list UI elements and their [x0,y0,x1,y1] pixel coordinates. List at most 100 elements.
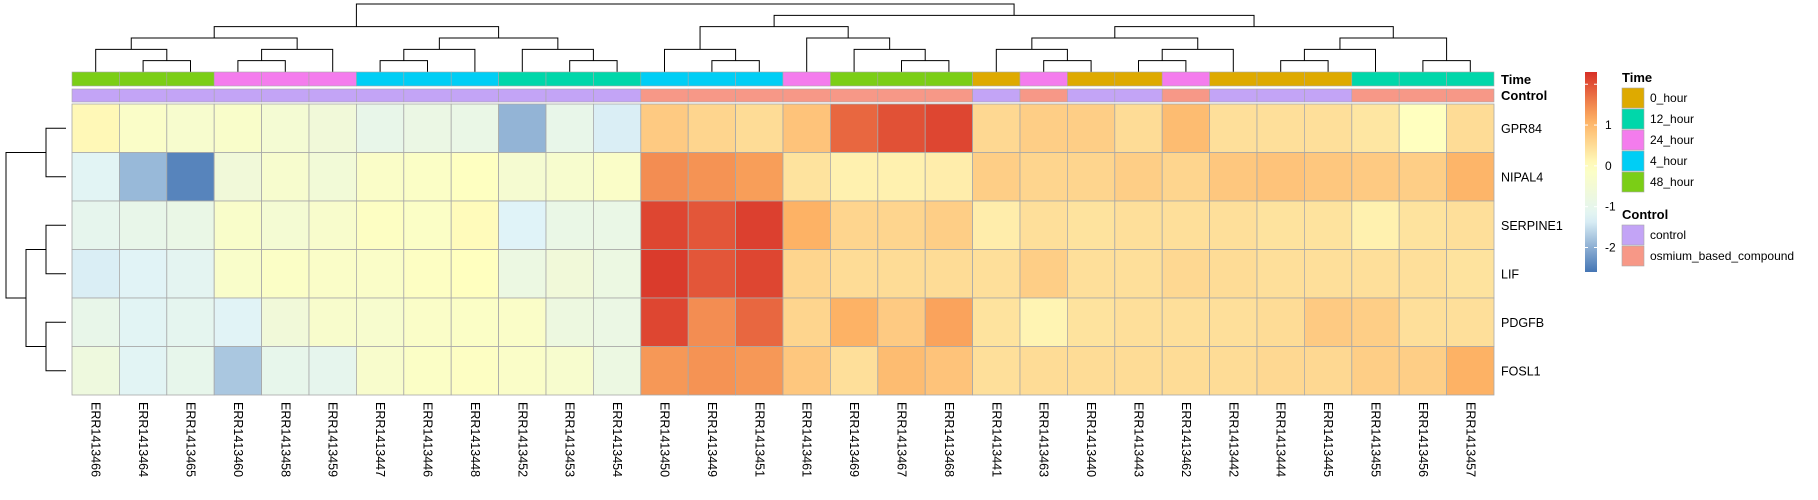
heatmap-cell [450,103,500,153]
column-label: ERR1413446 [421,402,435,477]
heatmap-cell [1398,249,1447,299]
heatmap-cell [261,249,310,299]
legend-swatch [1621,224,1645,246]
heatmap-cell [261,200,310,250]
annotation-cell-time [877,71,926,87]
column-label: ERR1413452 [515,402,529,477]
annotation-cell-control [119,88,168,103]
column-label: ERR1413447 [373,402,387,477]
heatmap-cell [593,152,642,202]
column-label: ERR1413458 [278,402,292,477]
annotation-cell-time [119,71,168,87]
heatmap-cell [1114,103,1163,153]
heatmap-cell [1161,200,1210,250]
column-dendrogram [95,3,1471,72]
heatmap-cell [1161,152,1210,202]
heatmap-cell [830,249,879,299]
heatmap-cell [498,200,547,250]
heatmap-cell [355,346,405,396]
dendrogram-branch [806,37,891,72]
annotation-cell-control [71,88,120,103]
heatmap-cell [403,152,452,202]
legend-title-time: Time [1622,70,1652,85]
heatmap-cell [830,297,879,347]
annotation-cell-control [830,88,879,103]
annotation-cell-control [1161,88,1210,103]
heatmap-cell [1019,346,1068,396]
heatmap-cell [877,152,926,202]
heatmap-cell [545,346,594,396]
heatmap-cell [1161,249,1210,299]
heatmap-cell [1351,346,1400,396]
annotation-cell-control [166,88,215,103]
heatmap-cell [355,103,405,153]
dendrogram-branch [5,152,46,299]
annotation-cell-time [1209,71,1258,87]
heatmap-cell [782,200,831,250]
heatmap-cell [877,249,926,299]
legend-title-control: Control [1622,207,1668,222]
heatmap-cell [119,152,168,202]
column-label: ERR1413467 [895,402,909,477]
heatmap-cell [782,249,831,299]
legend-swatch [1621,108,1645,130]
heatmap-cell [640,297,689,347]
heatmap-cell [1209,249,1258,299]
annotation-cell-time [782,71,831,87]
heatmap-cell [1446,346,1495,396]
column-label: ERR1413462 [1179,402,1193,477]
heatmap-cell [213,152,262,202]
heatmap-cell [972,152,1021,202]
dendrogram-branch [213,26,500,38]
heatmap-cell [498,346,547,396]
heatmap-cell [1446,152,1495,202]
heatmap-cell [972,200,1021,250]
heatmap-cell [593,103,642,153]
heatmap-cell [735,200,784,250]
annotation-cell-control [1304,88,1353,103]
heatmap-cell [545,297,594,347]
annotation-cell-control [498,88,547,103]
annotation-cell-time [593,71,642,87]
heatmap-cell [498,103,547,153]
column-label: ERR1413454 [610,402,624,477]
legend-swatch [1621,87,1645,109]
heatmap-cell [450,297,500,347]
heatmap-cell [640,152,689,202]
heatmap-cell [1398,152,1447,202]
heatmap-cell [545,103,594,153]
annotation-cell-time [830,71,879,87]
column-label: ERR1413441 [989,402,1003,477]
heatmap-cell [640,249,689,299]
legend-label: 24_hour [1650,133,1694,147]
annotation-cell-time [1446,71,1495,87]
heatmap-cell [1256,200,1305,250]
annotation-cell-control [593,88,642,103]
heatmap-cell [213,346,262,396]
dendrogram-branch [699,26,849,50]
column-label: ERR1413442 [1226,402,1240,477]
heatmap-cell [1019,103,1068,153]
row-label-gpr84: GPR84 [1501,122,1542,136]
dendrogram-branch [45,127,66,178]
annotation-cell-time [403,71,452,87]
heatmap-cell [877,103,926,153]
heatmap-cell [119,297,168,347]
annotation-cell-time [640,71,689,87]
heatmap-cell [877,346,926,396]
heatmap-cell [213,103,262,153]
heatmap-cell [924,103,974,153]
annotation-cell-time [545,71,594,87]
heatmap-cell [877,200,926,250]
heatmap-cell [308,152,357,202]
annotation-cell-time [1304,71,1353,87]
column-label: ERR1413463 [1037,402,1051,477]
heatmap-cell [498,297,547,347]
heatmap-cell [1351,249,1400,299]
annotation-cell-control [308,88,357,103]
heatmap-cell [1019,200,1068,250]
column-label: ERR1413459 [326,402,340,477]
heatmap-cell [498,152,547,202]
